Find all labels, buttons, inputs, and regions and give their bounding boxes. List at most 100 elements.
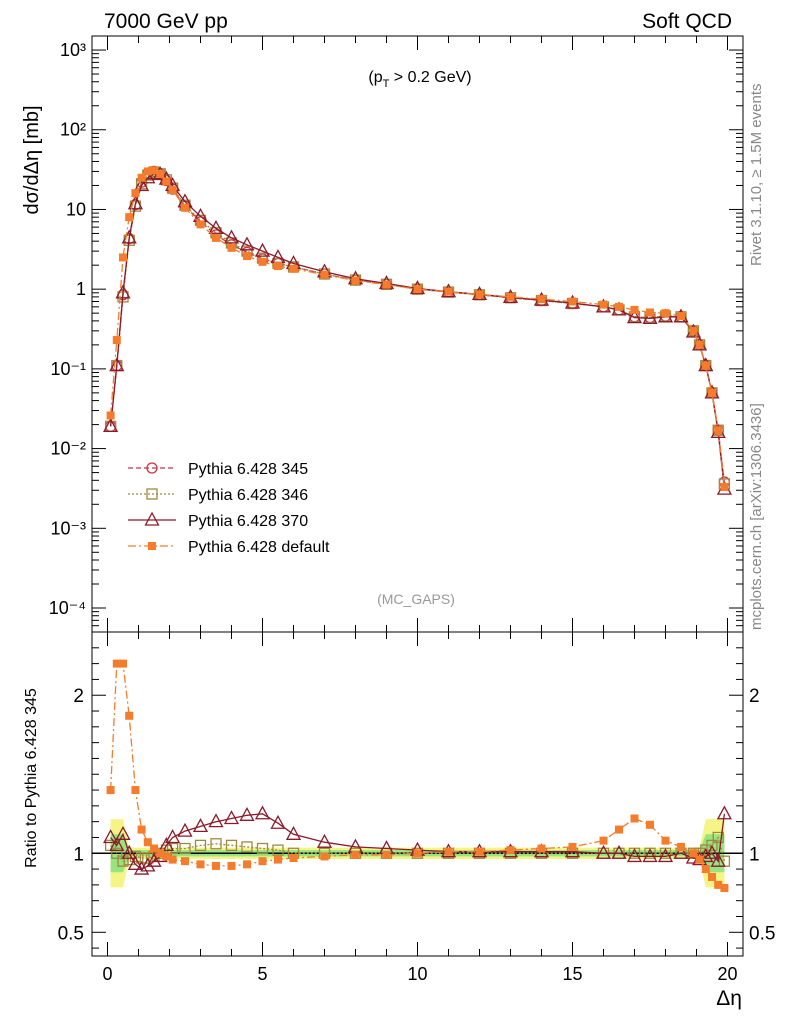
ratio-point-default [506, 846, 515, 855]
ratio-ytick-label-left: 0.5 [58, 923, 84, 944]
ratio-point-default [701, 865, 710, 874]
main-panel-series [103, 165, 732, 495]
main-point-default [615, 302, 623, 311]
ratio-point-default [274, 855, 282, 864]
main-point-default [677, 312, 685, 321]
ratio-point-p370 [177, 822, 193, 837]
main-ytick-label: 10⁻³ [50, 518, 86, 538]
ratio-point-default [320, 852, 329, 861]
ratio-point-p346 [256, 842, 269, 855]
ratio-point-p370 [140, 857, 156, 872]
main-point-default [382, 280, 391, 289]
ratio-point-default [289, 854, 298, 863]
main-point-default [125, 213, 134, 222]
ratio-point-p370 [704, 844, 720, 859]
main-point-default [243, 252, 251, 261]
ratio-point-default [112, 659, 121, 668]
ratio-ylabel: Ratio to Pythia 6.428 345 [23, 688, 40, 868]
ratio-point-default [351, 850, 360, 859]
ratio-point-p370 [254, 805, 271, 820]
main-point-default [181, 203, 189, 212]
ratio-point-default [131, 786, 140, 795]
main-point-default [661, 309, 670, 318]
ratio-point-p346 [179, 842, 191, 855]
ratio-point-p370 [595, 844, 612, 859]
ratio-point-default [568, 842, 577, 851]
ratio-ytick-label-right: 0.5 [749, 923, 775, 944]
main-point-p370 [109, 357, 125, 372]
ratio-point-default [708, 872, 716, 881]
main-point-default [143, 167, 152, 176]
ratio-ytick-label-left: 2 [73, 686, 84, 707]
ratio-point-default [689, 849, 698, 858]
ratio-xtick-label: 0 [102, 964, 112, 984]
ratio-point-default [119, 659, 127, 668]
ratio-point-p370 [192, 818, 209, 833]
header-right: Soft QCD [642, 10, 732, 33]
main-point-p370 [134, 177, 150, 192]
main-point-default [112, 336, 121, 345]
source-label: mcplots.cern.ch [arXiv:1306.3436] [748, 403, 765, 630]
ratio-xtick-label: 15 [562, 964, 582, 984]
main-point-p370 [103, 418, 119, 433]
ratio-point-default [212, 861, 220, 870]
ratio-point-default [475, 847, 484, 856]
ratio-ytick-label-right: 1 [749, 844, 760, 865]
legend-marker-p345 [146, 462, 158, 474]
ratio-point-p370 [710, 852, 726, 867]
legend-marker-default [148, 542, 156, 550]
ratio-point-default [162, 852, 171, 861]
main-point-default [227, 243, 236, 252]
ratio-point-p370 [626, 848, 643, 863]
main-point-default [351, 276, 360, 285]
ratio-point-p370 [146, 852, 162, 867]
ratio-point-default [630, 814, 639, 823]
ratio-point-default [143, 838, 152, 847]
main-ytick-label: 10⁻² [50, 439, 86, 459]
ratio-point-p346 [166, 842, 179, 855]
legend: Pythia 6.428 345 Pythia 6.428 346 Pythia 6… [128, 461, 330, 556]
ratio-panel-axes: 0 5 10 15 20 0.5 0.5 1 1 2 2 [58, 618, 775, 984]
main-point-default [274, 262, 282, 271]
ratio-point-default [382, 850, 391, 859]
ratio-point-default [106, 786, 115, 795]
ratio-series-line-p346 [110, 836, 726, 862]
main-point-p370 [254, 242, 271, 257]
ratio-point-default [413, 849, 422, 858]
ratio-point-p346 [225, 839, 238, 852]
main-point-default [131, 189, 140, 198]
ratio-point-default [125, 711, 134, 720]
legend-label-p346: Pythia 6.428 346 [188, 487, 308, 504]
main-point-default [413, 285, 422, 294]
ratio-point-p346 [712, 831, 724, 844]
ratio-point-p370 [611, 844, 627, 859]
ratio-point-p370 [115, 825, 131, 840]
main-point-default [720, 482, 729, 491]
ratio-ytick-label-right: 2 [749, 686, 760, 707]
ratio-point-p346 [272, 844, 284, 856]
main-ylabel: dσ/dΔη [mb] [21, 105, 43, 214]
main-point-default [708, 388, 716, 397]
ratio-xtick-label: 20 [717, 964, 737, 984]
main-point-default [289, 264, 298, 273]
main-point-default [320, 270, 329, 279]
rivet-label: Rivet 3.1.10, ≥ 1.5M events [748, 84, 765, 267]
ratio-point-p370 [270, 814, 286, 829]
main-point-p370 [127, 195, 143, 210]
main-point-default [106, 411, 115, 420]
cut-label: (pT > 0.2 GeV) [368, 69, 471, 90]
main-point-default [689, 326, 698, 335]
ratio-point-default [137, 825, 146, 834]
main-point-default [506, 292, 515, 301]
ratio-point-default [677, 842, 685, 851]
ratio-point-p370 [134, 860, 150, 875]
ratio-panel-series [92, 659, 743, 893]
ratio-point-default [714, 880, 723, 889]
main-point-p370 [626, 309, 643, 324]
ratio-point-p370 [698, 848, 714, 863]
ratio-point-p346 [241, 841, 253, 853]
ratio-point-p370 [223, 810, 240, 825]
ratio-point-default [444, 847, 453, 856]
ratio-point-p370 [127, 855, 143, 870]
